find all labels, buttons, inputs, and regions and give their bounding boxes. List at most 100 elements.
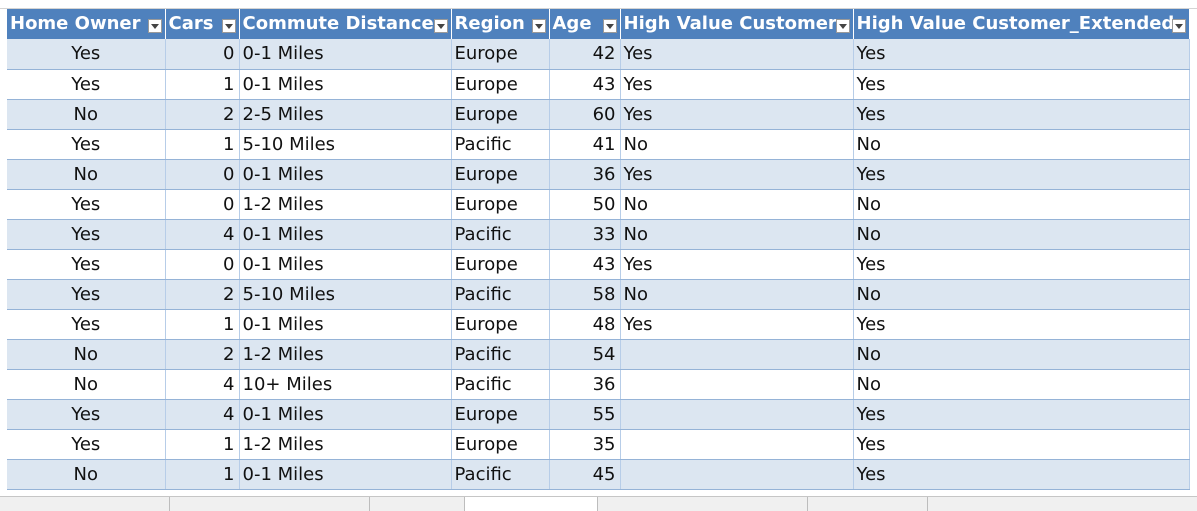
- filter-dropdown-icon[interactable]: [147, 19, 162, 33]
- table-cell[interactable]: 2: [165, 99, 240, 130]
- table-cell[interactable]: 60: [549, 99, 621, 130]
- table-cell[interactable]: [620, 399, 854, 430]
- table-cell[interactable]: Yes: [853, 99, 1190, 130]
- table-cell[interactable]: Yes: [853, 429, 1190, 460]
- sheet-tab[interactable]: [598, 497, 808, 511]
- table-cell[interactable]: 58: [549, 279, 621, 310]
- table-cell[interactable]: Europe: [451, 99, 550, 130]
- table-cell[interactable]: Pacific: [451, 339, 550, 370]
- table-cell[interactable]: 4: [165, 399, 240, 430]
- table-cell[interactable]: Europe: [451, 39, 550, 70]
- table-cell[interactable]: Pacific: [451, 219, 550, 250]
- table-cell[interactable]: [620, 369, 854, 400]
- table-cell[interactable]: Yes: [853, 459, 1190, 490]
- table-cell[interactable]: No: [853, 219, 1190, 250]
- table-cell[interactable]: Yes: [7, 39, 166, 70]
- table-cell[interactable]: No: [853, 339, 1190, 370]
- table-cell[interactable]: No: [7, 159, 166, 190]
- table-cell[interactable]: No: [7, 459, 166, 490]
- table-cell[interactable]: Europe: [451, 189, 550, 220]
- table-cell[interactable]: 0-1 Miles: [239, 249, 452, 280]
- table-cell[interactable]: 1: [165, 129, 240, 160]
- table-cell[interactable]: Europe: [451, 249, 550, 280]
- table-cell[interactable]: 0-1 Miles: [239, 39, 452, 70]
- table-cell[interactable]: [620, 339, 854, 370]
- table-cell[interactable]: Yes: [7, 219, 166, 250]
- sheet-tab[interactable]: [808, 497, 928, 511]
- sheet-tab[interactable]: [68, 497, 170, 511]
- table-cell[interactable]: Yes: [620, 69, 854, 100]
- table-cell[interactable]: Yes: [853, 159, 1190, 190]
- table-cell[interactable]: 1: [165, 309, 240, 340]
- table-cell[interactable]: 1: [165, 69, 240, 100]
- sheet-tab[interactable]: [370, 497, 465, 511]
- table-cell[interactable]: Yes: [853, 249, 1190, 280]
- table-cell[interactable]: 41: [549, 129, 621, 160]
- sheet-tab-active[interactable]: [465, 497, 598, 511]
- table-cell[interactable]: Yes: [853, 309, 1190, 340]
- table-cell[interactable]: No: [853, 189, 1190, 220]
- table-cell[interactable]: 35: [549, 429, 621, 460]
- table-cell[interactable]: 50: [549, 189, 621, 220]
- table-cell[interactable]: 36: [549, 159, 621, 190]
- sheet-tab[interactable]: [170, 497, 370, 511]
- table-cell[interactable]: 0-1 Miles: [239, 399, 452, 430]
- table-cell[interactable]: Pacific: [451, 129, 550, 160]
- table-cell[interactable]: Yes: [7, 249, 166, 280]
- filter-dropdown-icon[interactable]: [433, 19, 448, 33]
- table-cell[interactable]: Pacific: [451, 279, 550, 310]
- table-cell[interactable]: No: [620, 279, 854, 310]
- table-cell[interactable]: Yes: [7, 279, 166, 310]
- table-cell[interactable]: Europe: [451, 159, 550, 190]
- table-cell[interactable]: 2: [165, 279, 240, 310]
- table-cell[interactable]: 0-1 Miles: [239, 459, 452, 490]
- table-cell[interactable]: 1: [165, 429, 240, 460]
- table-cell[interactable]: No: [620, 219, 854, 250]
- table-cell[interactable]: Pacific: [451, 369, 550, 400]
- column-header[interactable]: Cars: [165, 9, 240, 39]
- column-header[interactable]: High Value Customer_Extended: [853, 9, 1190, 39]
- table-cell[interactable]: 5-10 Miles: [239, 279, 452, 310]
- table-cell[interactable]: 43: [549, 249, 621, 280]
- table-cell[interactable]: 36: [549, 369, 621, 400]
- table-cell[interactable]: Yes: [853, 39, 1190, 70]
- column-header[interactable]: Home Owner: [7, 9, 166, 39]
- table-cell[interactable]: 43: [549, 69, 621, 100]
- table-cell[interactable]: 10+ Miles: [239, 369, 452, 400]
- table-cell[interactable]: 5-10 Miles: [239, 129, 452, 160]
- table-cell[interactable]: 0: [165, 189, 240, 220]
- table-cell[interactable]: No: [853, 369, 1190, 400]
- table-cell[interactable]: 54: [549, 339, 621, 370]
- table-cell[interactable]: 0: [165, 159, 240, 190]
- table-cell[interactable]: 33: [549, 219, 621, 250]
- table-cell[interactable]: Yes: [853, 399, 1190, 430]
- table-cell[interactable]: Europe: [451, 429, 550, 460]
- table-cell[interactable]: No: [7, 99, 166, 130]
- table-cell[interactable]: Yes: [7, 129, 166, 160]
- table-cell[interactable]: No: [620, 189, 854, 220]
- table-cell[interactable]: 4: [165, 219, 240, 250]
- table-cell[interactable]: [620, 429, 854, 460]
- table-cell[interactable]: 55: [549, 399, 621, 430]
- table-cell[interactable]: No: [853, 279, 1190, 310]
- table-cell[interactable]: Yes: [620, 99, 854, 130]
- table-cell[interactable]: No: [7, 369, 166, 400]
- table-cell[interactable]: 4: [165, 369, 240, 400]
- table-cell[interactable]: No: [620, 129, 854, 160]
- table-cell[interactable]: Pacific: [451, 459, 550, 490]
- table-cell[interactable]: No: [853, 129, 1190, 160]
- column-header[interactable]: High Value Customer: [620, 9, 854, 39]
- table-cell[interactable]: Europe: [451, 309, 550, 340]
- table-cell[interactable]: Yes: [853, 69, 1190, 100]
- table-cell[interactable]: Yes: [620, 309, 854, 340]
- table-cell[interactable]: 1: [165, 459, 240, 490]
- table-cell[interactable]: 0: [165, 39, 240, 70]
- table-cell[interactable]: Yes: [7, 189, 166, 220]
- filter-dropdown-icon[interactable]: [835, 19, 850, 33]
- table-cell[interactable]: 0-1 Miles: [239, 219, 452, 250]
- table-cell[interactable]: Yes: [620, 159, 854, 190]
- table-cell[interactable]: 0-1 Miles: [239, 309, 452, 340]
- table-cell[interactable]: Yes: [7, 399, 166, 430]
- column-header[interactable]: Commute Distance: [239, 9, 452, 39]
- table-cell[interactable]: 0: [165, 249, 240, 280]
